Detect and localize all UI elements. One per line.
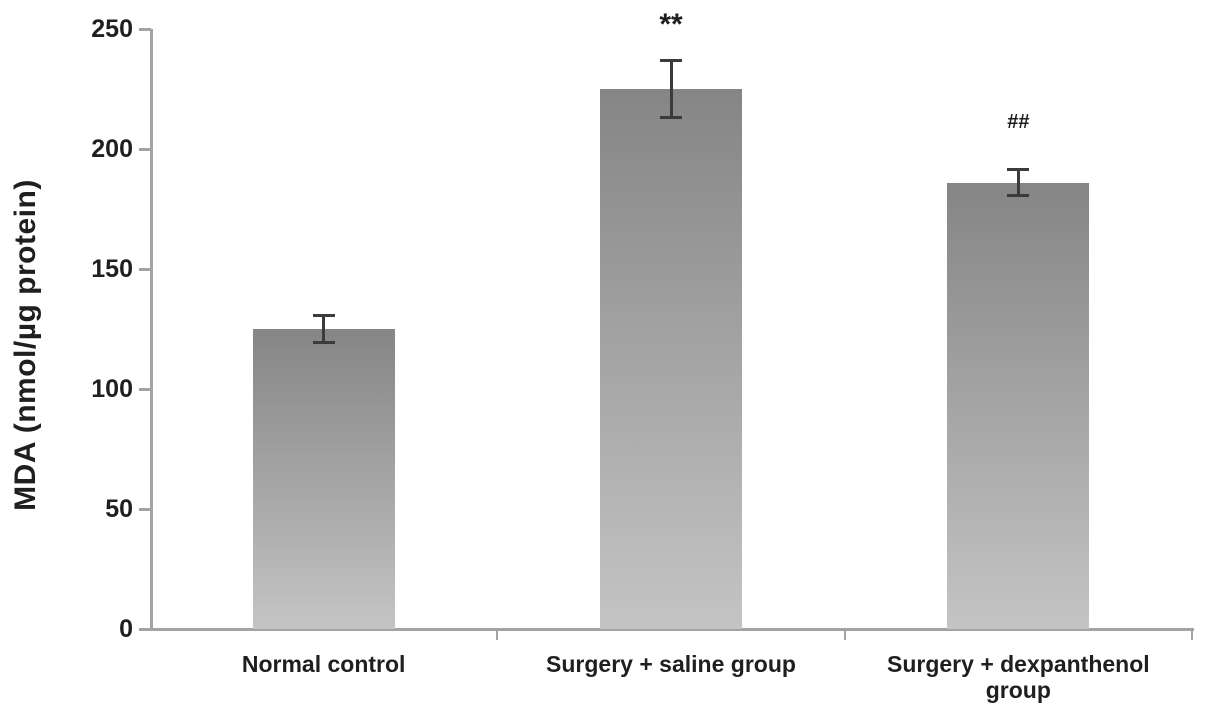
y-tick-mark: [139, 28, 151, 31]
error-bar-top-cap: [1007, 168, 1030, 172]
y-axis-title: MDA (nmol/µg protein): [9, 179, 42, 511]
error-bar: [1016, 169, 1020, 196]
x-category-label: Surgery + dexpanthenol group: [887, 651, 1150, 703]
error-bar: [669, 60, 673, 118]
x-axis-line: [150, 628, 1194, 631]
y-tick-mark: [139, 628, 151, 631]
y-tick-mark: [139, 148, 151, 151]
y-tick-label: 0: [119, 615, 133, 643]
y-tick-label: 250: [91, 15, 133, 43]
error-bar-bottom-cap: [312, 341, 335, 345]
significance-annotation: **: [659, 8, 683, 42]
error-bar: [322, 314, 326, 344]
bar: [947, 182, 1090, 629]
x-tick-mark: [843, 631, 846, 640]
y-tick-label: 50: [105, 495, 133, 523]
x-category-label: Normal control: [241, 651, 406, 677]
y-tick-label: 100: [91, 375, 133, 403]
y-tick-mark: [139, 388, 151, 391]
x-category-label: Surgery + saline group: [546, 651, 796, 677]
y-tick-label: 150: [91, 255, 133, 283]
significance-annotation: ##: [1007, 111, 1030, 134]
bar: [252, 329, 395, 629]
error-bar-bottom-cap: [660, 115, 682, 119]
y-axis-line: [150, 29, 153, 630]
error-bar-top-cap: [660, 59, 682, 63]
error-bar-bottom-cap: [1007, 193, 1030, 197]
y-tick-mark: [139, 268, 151, 271]
bar: [600, 89, 742, 629]
error-bar-top-cap: [312, 313, 335, 317]
x-tick-mark: [1191, 631, 1193, 640]
x-tick-mark: [496, 631, 499, 640]
y-tick-mark: [139, 508, 151, 511]
y-tick-label: 200: [91, 135, 133, 163]
